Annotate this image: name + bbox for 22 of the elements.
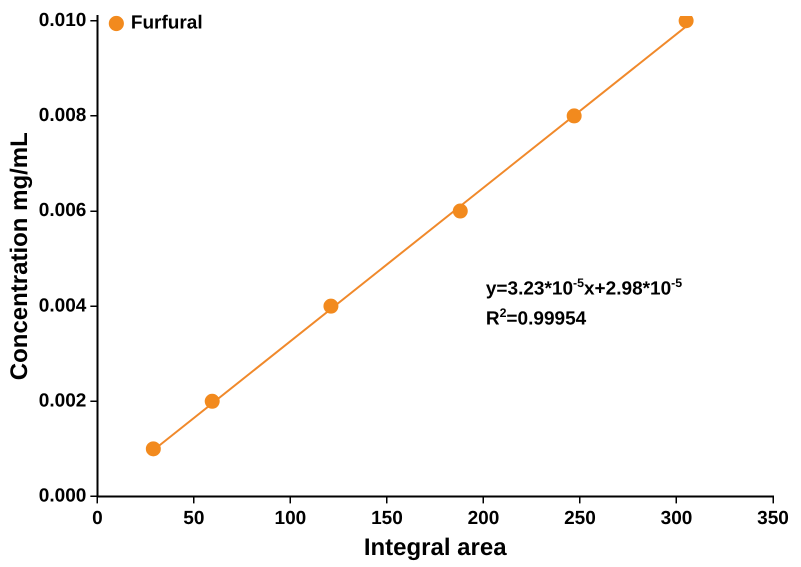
x-tick-label: 250: [564, 508, 596, 530]
point: [323, 298, 338, 314]
y-tick-label: 0.004: [38, 295, 87, 316]
x-tick-label: 100: [274, 508, 306, 530]
y-axis-title: Concentration mg/mL: [6, 132, 34, 380]
y-tick-label: 0.010: [38, 10, 86, 31]
legend-label: Furfural: [130, 12, 203, 34]
x-tick-label: 200: [468, 508, 500, 530]
x-tick-label: 150: [371, 508, 403, 530]
point: [566, 108, 582, 124]
y-tick-label: 0.002: [38, 390, 86, 412]
x-tick-label: 300: [660, 508, 692, 530]
x-tick-label: 350: [757, 508, 789, 530]
point: [204, 394, 220, 409]
y-tick-label: 0.008: [38, 105, 86, 126]
x-tick-label: 0: [92, 508, 103, 530]
point: [146, 441, 161, 456]
x-tick-label: 50: [183, 508, 204, 530]
y-tick-label: 0.006: [38, 200, 86, 222]
y-tick-label: 0.000: [38, 486, 86, 507]
point: [452, 204, 468, 219]
x-axis-title: Integral area: [364, 534, 508, 562]
